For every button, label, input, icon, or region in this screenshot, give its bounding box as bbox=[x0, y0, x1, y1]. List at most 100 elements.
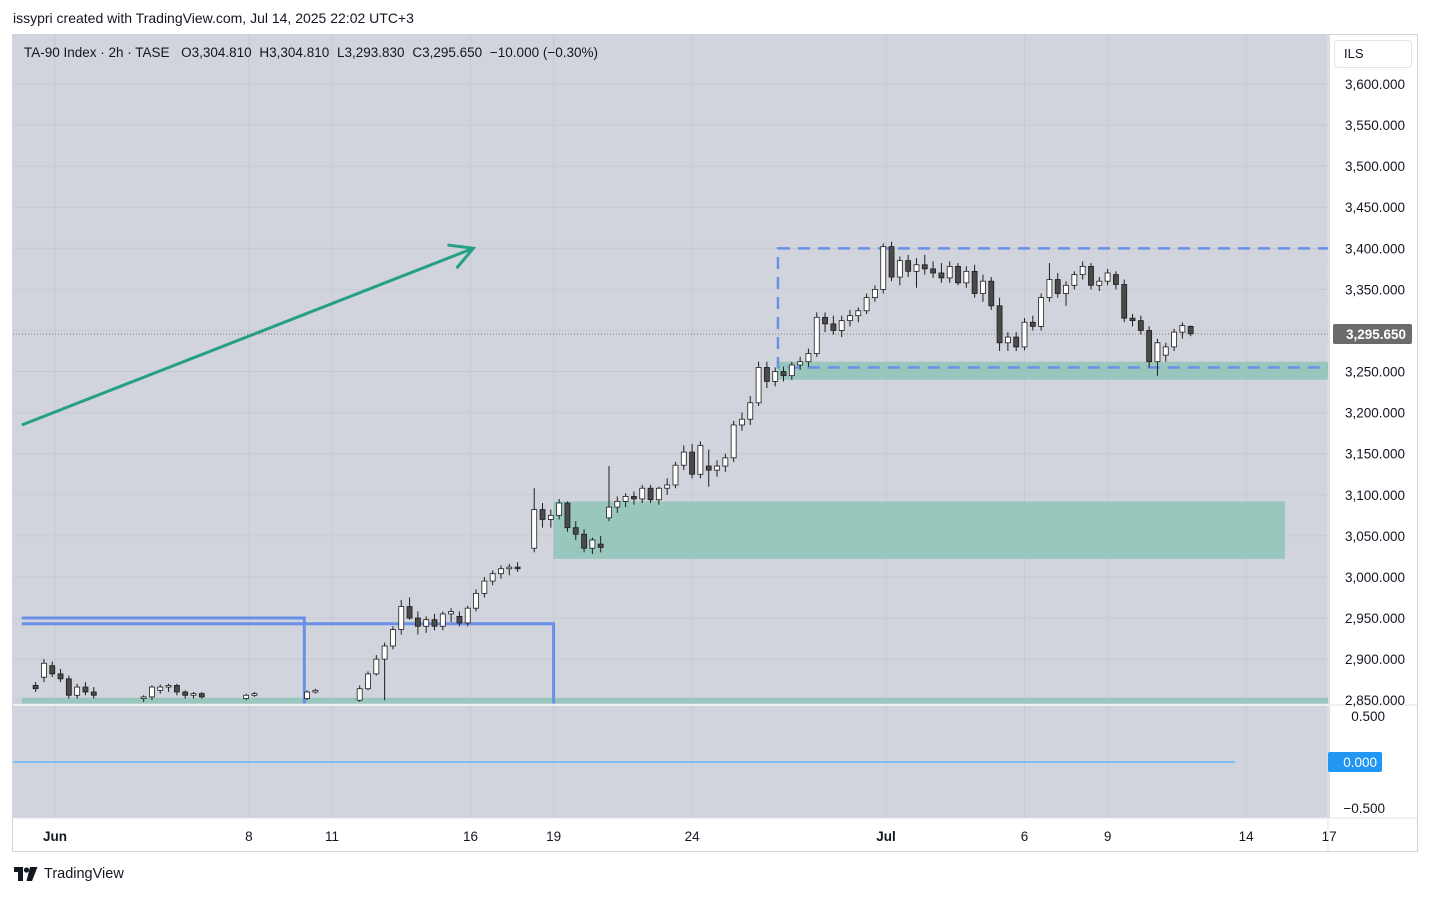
candle[interactable] bbox=[631, 491, 637, 505]
candle[interactable] bbox=[996, 297, 1003, 352]
candle[interactable] bbox=[921, 254, 928, 275]
demand-zone[interactable] bbox=[21, 697, 1431, 704]
candle[interactable] bbox=[381, 642, 388, 701]
candle[interactable] bbox=[312, 688, 319, 694]
candle[interactable] bbox=[672, 461, 679, 489]
candle[interactable] bbox=[763, 361, 770, 388]
candle[interactable] bbox=[90, 687, 97, 699]
range-lines[interactable] bbox=[21, 616, 556, 704]
candle[interactable] bbox=[431, 613, 438, 631]
candle[interactable] bbox=[49, 661, 56, 678]
trend-arrow-head[interactable] bbox=[447, 243, 477, 270]
candle[interactable] bbox=[173, 683, 180, 696]
demand-zone[interactable] bbox=[777, 361, 1379, 380]
candle[interactable] bbox=[190, 691, 197, 699]
candle[interactable] bbox=[888, 241, 895, 282]
candle[interactable] bbox=[514, 562, 521, 573]
candle[interactable] bbox=[406, 597, 413, 620]
candle[interactable] bbox=[149, 685, 155, 701]
candle[interactable] bbox=[251, 691, 258, 697]
candle[interactable] bbox=[32, 682, 39, 692]
candle[interactable] bbox=[805, 348, 812, 367]
candle[interactable] bbox=[896, 256, 903, 286]
candle[interactable] bbox=[1146, 326, 1153, 368]
candle[interactable] bbox=[581, 529, 587, 553]
consolidation-box[interactable] bbox=[776, 247, 1329, 369]
candle[interactable] bbox=[1129, 314, 1136, 327]
candle[interactable] bbox=[730, 420, 737, 462]
candle[interactable] bbox=[448, 608, 455, 623]
candle[interactable] bbox=[556, 498, 563, 520]
candle[interactable] bbox=[938, 263, 945, 283]
candle[interactable] bbox=[797, 356, 804, 370]
candle[interactable] bbox=[872, 285, 878, 302]
candle[interactable] bbox=[564, 501, 571, 532]
candle[interactable] bbox=[971, 264, 978, 298]
candle[interactable] bbox=[680, 445, 687, 471]
candle[interactable] bbox=[955, 263, 961, 286]
candle[interactable] bbox=[913, 258, 920, 288]
candle[interactable] bbox=[140, 695, 147, 702]
trend-arrow[interactable] bbox=[21, 246, 474, 427]
candle[interactable] bbox=[198, 691, 205, 699]
candle[interactable] bbox=[182, 690, 189, 699]
candle[interactable] bbox=[304, 690, 310, 701]
candle[interactable] bbox=[243, 693, 250, 701]
candle[interactable] bbox=[697, 441, 704, 479]
candle[interactable] bbox=[946, 261, 953, 283]
candle[interactable] bbox=[647, 484, 654, 504]
candle[interactable] bbox=[539, 503, 546, 528]
candle[interactable] bbox=[614, 496, 621, 513]
candle[interactable] bbox=[506, 563, 513, 576]
candle[interactable] bbox=[606, 466, 612, 522]
candle[interactable] bbox=[1071, 271, 1078, 290]
candle[interactable] bbox=[572, 521, 579, 540]
candle[interactable] bbox=[1004, 332, 1011, 352]
candle[interactable] bbox=[830, 315, 837, 335]
candle[interactable] bbox=[390, 626, 396, 650]
candle[interactable] bbox=[165, 683, 172, 692]
candle[interactable] bbox=[65, 675, 72, 699]
candle[interactable] bbox=[980, 274, 986, 302]
candle[interactable] bbox=[1113, 271, 1119, 290]
candle[interactable] bbox=[705, 449, 712, 487]
candle[interactable] bbox=[423, 616, 430, 633]
candle[interactable] bbox=[822, 312, 828, 333]
candle[interactable] bbox=[1063, 281, 1069, 306]
candle[interactable] bbox=[473, 589, 479, 612]
candle[interactable] bbox=[1104, 268, 1111, 286]
candle[interactable] bbox=[1021, 318, 1028, 351]
candle[interactable] bbox=[1154, 338, 1161, 376]
candle[interactable] bbox=[988, 277, 995, 310]
candle[interactable] bbox=[531, 488, 538, 553]
candle[interactable] bbox=[356, 685, 363, 702]
candle[interactable] bbox=[1121, 279, 1128, 323]
candle[interactable] bbox=[74, 683, 81, 699]
candle[interactable] bbox=[739, 412, 745, 431]
candle[interactable] bbox=[747, 396, 754, 425]
time-axis[interactable] bbox=[13, 818, 1417, 851]
candle[interactable] bbox=[398, 599, 405, 635]
candle[interactable] bbox=[414, 611, 421, 635]
candle[interactable] bbox=[1046, 263, 1053, 302]
candle[interactable] bbox=[622, 493, 629, 508]
candle[interactable] bbox=[1137, 315, 1144, 335]
candle[interactable] bbox=[1096, 277, 1103, 292]
candle[interactable] bbox=[780, 366, 787, 382]
candle[interactable] bbox=[880, 243, 887, 294]
candle[interactable] bbox=[1171, 328, 1177, 352]
candle[interactable] bbox=[772, 367, 779, 387]
candle[interactable] bbox=[464, 605, 471, 627]
candle[interactable] bbox=[57, 668, 64, 683]
candle[interactable] bbox=[597, 535, 604, 553]
candle[interactable] bbox=[82, 682, 89, 696]
candle[interactable] bbox=[963, 266, 970, 288]
candle[interactable] bbox=[373, 655, 380, 676]
candle[interactable] bbox=[905, 254, 912, 278]
candle[interactable] bbox=[639, 484, 646, 504]
candle[interactable] bbox=[41, 659, 47, 683]
currency-selector[interactable]: ILS bbox=[1334, 40, 1412, 68]
candle[interactable] bbox=[664, 478, 671, 495]
candle[interactable] bbox=[157, 684, 164, 694]
